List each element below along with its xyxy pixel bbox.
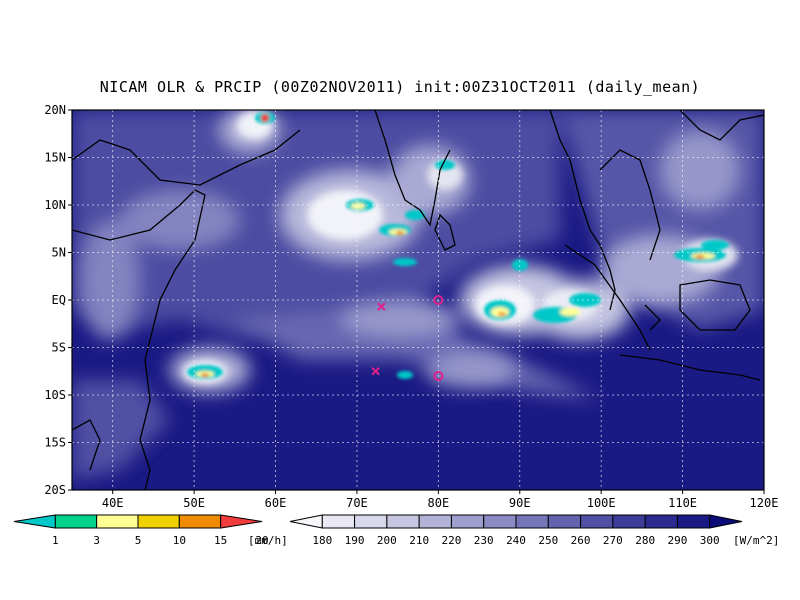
- colorbar-box: [137, 514, 180, 529]
- lon-tick-label: 90E: [509, 496, 531, 510]
- colorbar-end-low: [13, 514, 56, 529]
- lon-tick-label: 80E: [428, 496, 450, 510]
- lon-tick-label: 60E: [265, 496, 287, 510]
- precip-field: [187, 112, 729, 379]
- lon-tick-label: 110E: [668, 496, 697, 510]
- colorbar-box: [418, 514, 452, 529]
- lat-tick-label: 20N: [44, 103, 66, 117]
- colorbar-box: [612, 514, 646, 529]
- lat-tick-label: EQ: [52, 293, 66, 307]
- colorbar-label: 240: [506, 534, 526, 547]
- lat-tick-label: 5N: [52, 246, 66, 260]
- olr-field: [72, 110, 764, 490]
- colorbar-box: [676, 514, 711, 529]
- lat-axis: 20N 15N 10N 5N EQ 5S 10S 15S 20S: [44, 103, 72, 497]
- colorbar-label: 220: [441, 534, 461, 547]
- colorbar-label: 270: [603, 534, 623, 547]
- gridlines: [72, 110, 764, 490]
- colorbar-box: [54, 514, 98, 529]
- colorbar-label: 20: [255, 534, 268, 547]
- colorbar-label: 300: [700, 534, 720, 547]
- lon-axis: 40E 50E 60E 70E 80E 90E 100E 110E 120E: [102, 490, 779, 510]
- colorbar-box: [547, 514, 582, 529]
- colorbar-box: [96, 514, 139, 529]
- colorbar-label: 210: [409, 534, 429, 547]
- olr-colorbar: 180 190 200 210 220 230 240 250 260 270 280 290 300 […: [289, 514, 779, 547]
- colorbar-label: 180: [312, 534, 332, 547]
- colorbar-label: 230: [474, 534, 494, 547]
- colorbar-label: 5: [135, 534, 142, 547]
- colorbar-box: [644, 514, 678, 529]
- coastlines: [72, 110, 764, 490]
- colorbar-box: [580, 514, 614, 529]
- lat-tick-label: 20S: [44, 483, 66, 497]
- lon-tick-label: 120E: [750, 496, 779, 510]
- lon-tick-label: 40E: [102, 496, 124, 510]
- x-marker: [377, 302, 386, 311]
- colorbar-unit: [W/m^2]: [733, 534, 779, 547]
- colorbar-label: 260: [571, 534, 591, 547]
- lon-tick-label: 70E: [346, 496, 368, 510]
- colorbar-box: [483, 514, 517, 529]
- x-marker: [371, 367, 380, 376]
- markers: [371, 295, 444, 381]
- map-title: NICAM OLR & PRCIP (00Z02NOV2011) init:00…: [99, 78, 701, 96]
- colorbar-label: 280: [635, 534, 655, 547]
- colorbar-label: 290: [667, 534, 687, 547]
- colorbar-end-low: [289, 514, 323, 529]
- lon-tick-label: 100E: [587, 496, 616, 510]
- colorbar-box: [386, 514, 420, 529]
- lat-tick-label: 15S: [44, 436, 66, 450]
- circle-marker: [433, 371, 444, 381]
- colorbar-box: [321, 514, 356, 529]
- colorbar-box: [450, 514, 485, 529]
- colorbar-label: 200: [377, 534, 397, 547]
- colorbar-box: [354, 514, 388, 529]
- colorbar-end-high: [220, 514, 263, 529]
- colorbar-label: 10: [173, 534, 186, 547]
- precip-colorbar: 1 3 5 10 15 20[mm/h]: [13, 514, 288, 547]
- colorbar-box: [515, 514, 549, 529]
- colorbar-box: [178, 514, 222, 529]
- colorbar-unit: [mm/h]: [248, 534, 288, 547]
- lat-tick-label: 15N: [44, 151, 66, 165]
- colorbar-label: 250: [538, 534, 558, 547]
- colorbar-label: 15: [214, 534, 227, 547]
- colorbar-end-high: [709, 514, 743, 529]
- colorbar-label: 190: [345, 534, 365, 547]
- lat-tick-label: 10S: [44, 388, 66, 402]
- colorbar-label: 3: [93, 534, 100, 547]
- lat-tick-label: 10N: [44, 198, 66, 212]
- lat-tick-label: 5S: [52, 341, 66, 355]
- colorbar-label: 1: [52, 534, 59, 547]
- lon-tick-label: 50E: [183, 496, 205, 510]
- circle-marker: [433, 295, 444, 305]
